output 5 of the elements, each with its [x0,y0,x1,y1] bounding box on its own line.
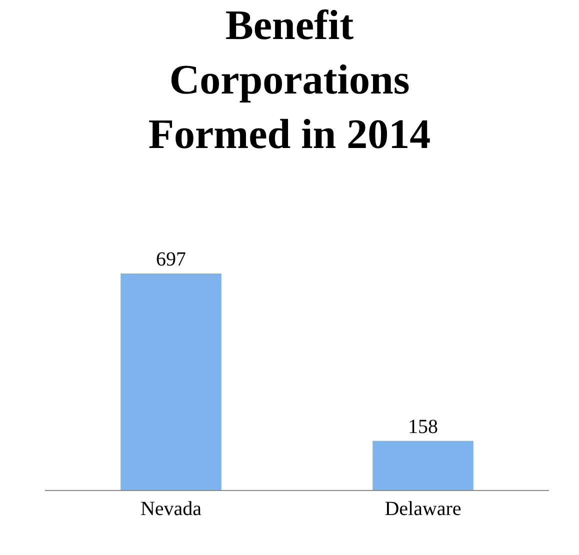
x-tick-label: Delaware [384,498,462,520]
chart-title: Benefit Corporations Formed in 2014 [148,2,431,158]
data-label: 158 [408,416,438,438]
data-label: 697 [156,248,186,270]
x-tick-label: Nevada [140,498,202,520]
